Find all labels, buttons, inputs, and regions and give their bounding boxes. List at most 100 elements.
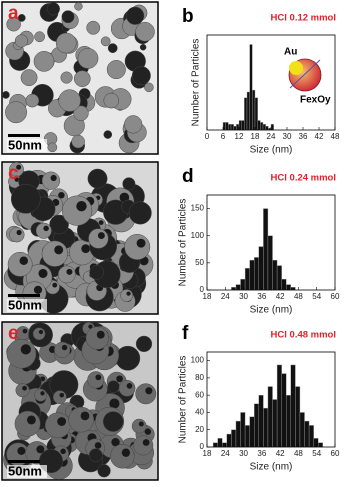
x-tick-label: 24 — [221, 292, 230, 301]
core — [22, 385, 27, 391]
particle — [102, 411, 124, 432]
core — [16, 229, 22, 236]
particle — [25, 93, 40, 108]
particle — [120, 289, 134, 302]
particle — [97, 464, 111, 478]
x-axis-label: Size (nm) — [250, 462, 293, 473]
particle — [135, 335, 153, 353]
particle — [49, 214, 69, 235]
particle — [61, 10, 75, 24]
bar — [262, 124, 266, 131]
bar — [226, 433, 232, 448]
particle — [15, 383, 30, 398]
core — [121, 448, 131, 457]
particle — [107, 43, 118, 54]
particle — [115, 345, 141, 371]
core — [40, 391, 45, 396]
particle — [73, 70, 91, 87]
particle — [44, 412, 71, 439]
particle — [32, 327, 46, 341]
x-tick-label: 36 — [257, 292, 266, 301]
x-tick-label: 18 — [203, 292, 212, 301]
core — [57, 417, 67, 426]
histogram-panel: d HCl 0.24 mmol 18 24 30 36 42 48 54 60 0 50 100 150 S… — [178, 166, 340, 316]
core — [52, 282, 58, 288]
particle — [58, 265, 76, 284]
particle — [46, 2, 60, 16]
core — [144, 428, 152, 435]
particle — [85, 326, 109, 350]
bar — [276, 364, 282, 448]
core — [38, 268, 48, 278]
bar — [249, 259, 255, 291]
particle — [33, 51, 55, 72]
particle — [73, 105, 89, 121]
core — [60, 448, 66, 455]
bar — [231, 429, 237, 448]
particle — [34, 31, 45, 43]
particle — [103, 92, 120, 109]
annotation: HCl 0.12 mmol — [271, 13, 336, 24]
core — [54, 245, 64, 255]
panel-label: b — [182, 6, 194, 27]
bar — [240, 278, 246, 291]
particle — [74, 2, 83, 11]
core — [16, 164, 22, 170]
particle — [122, 177, 136, 191]
bar — [244, 268, 250, 291]
tem-image: 50nm c — [1, 161, 159, 315]
histogram-panel: f HCl 0.48 mmol 18 24 30 36 42 48 54 60 0 20 40 60 80 1… — [178, 323, 340, 473]
bar — [235, 284, 241, 291]
bar — [236, 124, 240, 131]
y-axis-label: Number of Particles — [178, 199, 189, 287]
particle — [124, 234, 151, 260]
particle — [68, 406, 94, 433]
particle — [14, 410, 41, 437]
bar — [222, 442, 228, 448]
particle — [106, 60, 126, 80]
bar — [254, 403, 260, 448]
core — [97, 232, 105, 240]
x-tick-label: 30 — [239, 292, 248, 301]
bar — [246, 91, 250, 131]
particle — [9, 227, 25, 243]
y-axis-label: Number of Particles — [191, 39, 202, 127]
bar — [233, 125, 237, 131]
bar — [222, 122, 226, 131]
core — [20, 344, 31, 355]
scale-bg — [7, 465, 47, 478]
scale-bg — [7, 299, 47, 312]
panel-label: c — [8, 163, 19, 184]
particle — [52, 390, 67, 405]
core — [14, 177, 20, 182]
core — [142, 439, 150, 446]
particle — [86, 20, 101, 35]
x-tick-label: 42 — [315, 132, 324, 141]
x-tick-label: 18 — [203, 449, 212, 458]
bar — [281, 278, 287, 291]
bar — [241, 120, 245, 131]
x-tick-label: 12 — [235, 132, 244, 141]
core — [126, 291, 131, 296]
core — [126, 383, 133, 389]
bar — [249, 416, 255, 448]
bar — [225, 122, 229, 131]
bar — [295, 386, 301, 448]
y-tick-label: 100 — [191, 231, 205, 240]
particle — [126, 6, 145, 25]
inset-core-label: Au — [284, 47, 297, 58]
bar — [217, 438, 223, 448]
bar — [281, 373, 287, 448]
particle — [89, 265, 104, 280]
particle — [71, 134, 85, 149]
bar — [265, 125, 269, 131]
bar — [257, 120, 261, 131]
bar — [267, 386, 273, 448]
core — [109, 398, 120, 409]
particle — [6, 16, 21, 32]
bar — [258, 246, 264, 291]
particle — [47, 142, 58, 153]
core — [94, 442, 102, 449]
plot-frame — [206, 194, 336, 291]
